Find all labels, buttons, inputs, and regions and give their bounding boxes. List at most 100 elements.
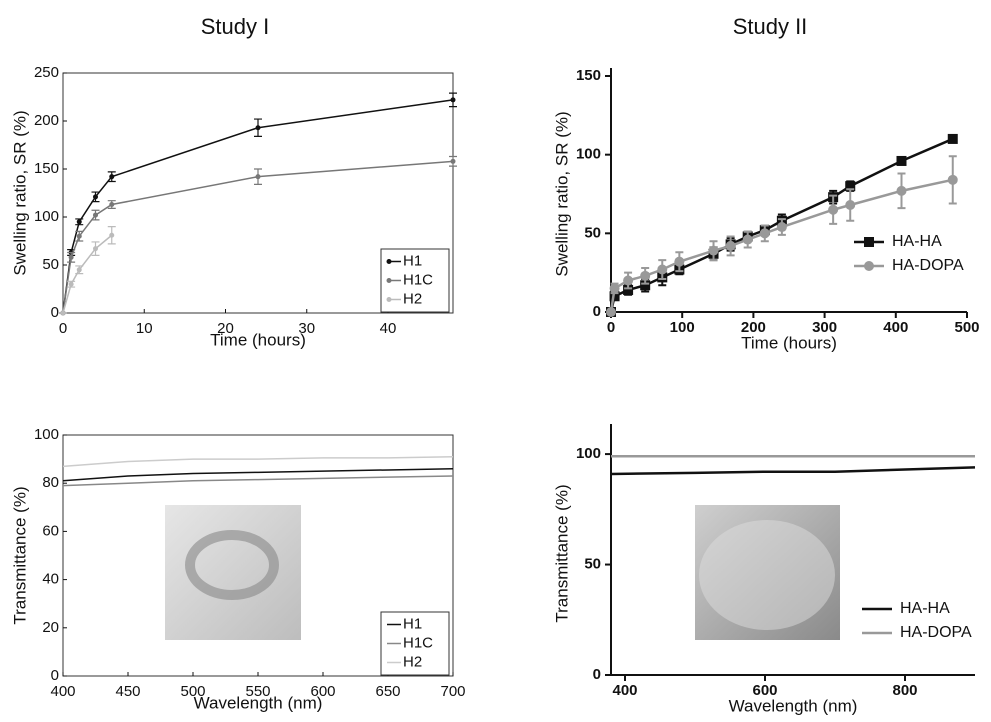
point [896,185,907,196]
x-tick-label: 0 [607,319,615,336]
y-tick-label: 150 [576,67,601,84]
legend-label: H1 [403,252,422,269]
x-tick-label: 650 [375,683,400,700]
y-tick-label: 50 [584,556,601,573]
x-tick-label: 20 [217,320,234,337]
y-tick-label: 50 [584,224,601,241]
series-line [62,475,454,487]
point [657,264,668,275]
x-tick-label: 0 [59,320,67,337]
x-axis-label: Wavelength (nm) [194,693,323,712]
y-tick-label: 0 [593,303,601,320]
series-line [62,455,454,468]
point [255,125,261,131]
y-axis-label: Swelling ratio, SR (%) [10,110,29,275]
y-tick-label: 80 [42,474,59,491]
point [759,228,770,239]
legend-label: H1 [403,615,422,632]
legend-label: HA-DOPA [892,257,964,274]
point [606,307,616,317]
legend-marker [386,297,392,302]
x-tick-label: 400 [50,683,75,700]
column-title: Study II [733,14,808,39]
chart: 400 450 500 550 600 650 700 0 20 40 60 80 100 Wavelen… [10,426,465,713]
y-tick-label: 200 [34,112,59,129]
point [623,275,634,286]
series-line [610,466,976,476]
y-tick-label: 0 [51,304,59,321]
chart: 0 100 200 300 400 500 0 50 100 150 Time (hours) Swe… [552,67,979,353]
point [828,204,839,215]
photo-ring [165,505,301,640]
x-tick-label: 200 [741,319,766,336]
point [109,202,115,208]
legend-label: HA-HA [892,233,942,250]
x-tick-label: 450 [115,683,140,700]
point [93,246,98,252]
x-tick-label: 30 [298,320,315,337]
point [68,281,74,287]
point [93,194,98,200]
x-axis-label: Wavelength (nm) [729,696,858,715]
y-tick-label: 60 [42,522,59,539]
y-tick-label: 100 [34,208,59,225]
y-tick-label: 50 [42,256,59,273]
point [609,283,620,294]
x-tick-label: 40 [380,320,397,337]
y-tick-label: 150 [34,160,59,177]
legend-label: HA-DOPA [900,624,972,641]
point [896,155,907,166]
x-tick-label: 800 [892,682,917,699]
point [708,245,719,256]
y-tick-label: 250 [34,64,59,81]
point [640,270,651,281]
plot-frame [62,72,454,314]
point [76,219,82,225]
point [845,200,856,211]
point [68,254,74,260]
point [640,280,651,291]
y-tick-label: 100 [34,426,59,443]
point [776,222,787,233]
point [109,232,115,238]
y-tick-label: 0 [593,666,601,683]
x-tick-label: 100 [670,319,695,336]
series-line [62,467,454,482]
x-tick-label: 600 [752,682,777,699]
x-tick-label: 550 [245,683,270,700]
series-line [62,234,113,314]
point [674,256,685,267]
point [255,174,261,180]
legend-label: H1C [403,634,433,651]
y-axis-label: Transmittance (%) [552,484,571,622]
y-tick-label: 100 [576,445,601,462]
x-tick-label: 500 [180,683,205,700]
y-tick-label: 0 [51,667,59,684]
y-tick-label: 20 [42,619,59,636]
point [76,233,82,239]
x-tick-label: 400 [883,319,908,336]
y-axis-label: Transmittance (%) [10,486,29,624]
legend-label: H2 [403,290,422,307]
y-tick-label: 40 [42,571,59,588]
legend-marker [386,278,392,283]
legend-label: H1C [403,271,433,288]
point [623,284,634,295]
x-tick-label: 700 [440,683,465,700]
x-tick-label: 10 [136,320,153,337]
point [76,267,82,273]
x-axis-label: Time (hours) [741,333,837,352]
legend-label: HA-HA [900,600,950,617]
point [109,174,115,180]
point [742,234,753,245]
chart: 0 10 20 30 40 0 50 100 150 200 250 Time (hours) Swel… [10,64,457,349]
x-axis-label: Time (hours) [210,330,306,349]
point [845,181,856,192]
photo-disc [695,505,840,640]
point [725,240,736,251]
x-tick-label: 500 [954,319,979,336]
x-tick-label: 400 [612,682,637,699]
column-title: Study I [201,14,269,39]
point [947,133,958,144]
